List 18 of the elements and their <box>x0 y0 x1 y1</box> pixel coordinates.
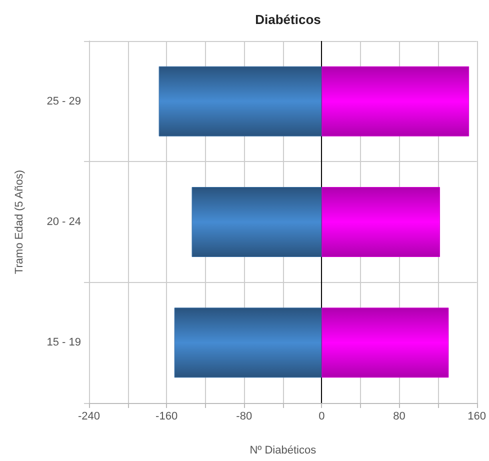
bar <box>322 308 449 378</box>
x-tick-label: -240 <box>78 410 100 422</box>
y-tick-label: 25 - 29 <box>46 95 81 108</box>
x-axis-title: Nº Diabéticos <box>250 444 317 456</box>
x-tick-label: -160 <box>156 410 178 422</box>
x-tick-label: 160 <box>468 410 486 422</box>
x-tick-label: -80 <box>236 410 252 422</box>
bar <box>192 187 322 257</box>
bar <box>322 66 470 136</box>
bar <box>322 187 440 257</box>
x-tick-label: 80 <box>393 410 406 422</box>
bar <box>174 308 322 378</box>
y-axis-title: Tramo Edad (5 Años) <box>14 170 26 274</box>
chart-title: Diabéticos <box>255 12 321 27</box>
y-tick-label: 15 - 19 <box>46 336 81 349</box>
x-tick-label: 0 <box>318 410 325 422</box>
y-tick-label: 20 - 24 <box>46 216 81 228</box>
bar <box>158 66 322 136</box>
